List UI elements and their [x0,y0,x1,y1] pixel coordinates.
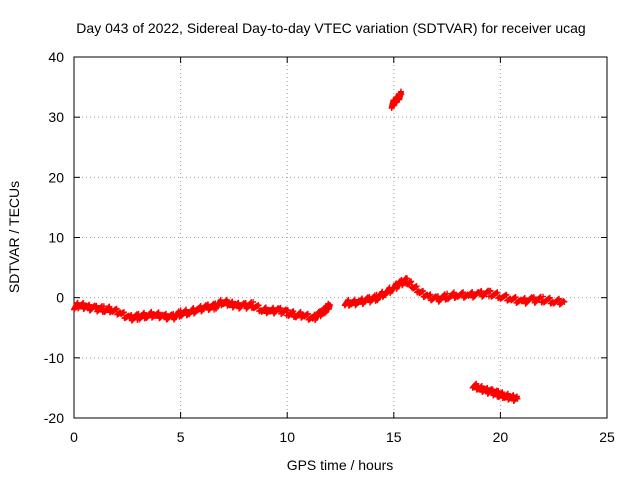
data-point [473,380,480,387]
grid-lines [74,57,607,418]
data-point [521,295,528,302]
y-tick-label: 10 [48,230,64,246]
data-point [441,292,448,299]
data-point [345,296,352,303]
data-point [503,291,510,298]
data-point [155,309,162,316]
data-point [512,294,519,301]
data-point [100,303,107,310]
data-point [262,304,269,311]
data-point [284,306,291,313]
data-point [444,290,451,297]
data-point [494,289,501,296]
data-point [351,296,358,303]
plot-frame [73,56,608,419]
data-point [217,296,224,303]
data-point [460,289,467,296]
data-point [420,287,427,294]
data-point [290,308,297,315]
data-point [489,386,496,393]
series-segment-1 [71,296,333,324]
data-point [277,304,284,311]
data-point [113,305,120,312]
data-point [398,91,405,98]
data-point [561,298,568,305]
data-marks [71,88,568,404]
data-point [304,310,311,317]
data-point [450,289,457,296]
chart-title: Day 043 of 2022, Sidereal Day-to-day VTE… [76,20,585,36]
x-tick-label: 25 [599,429,615,445]
data-point [540,293,547,300]
data-point [536,294,543,301]
x-tick-label: 15 [386,429,402,445]
series-segment-4 [469,380,521,404]
data-point [120,309,127,316]
x-tick-label: 5 [177,429,185,445]
series-segment-3 [388,88,405,112]
data-point [495,388,502,395]
x-axis-label: GPS time / hours [287,457,394,473]
data-point [326,301,333,308]
data-point [521,295,528,302]
data-point [404,275,411,282]
y-tick-label: 40 [48,49,64,65]
y-tick-label: 0 [56,290,64,306]
data-point [477,288,484,295]
data-point [408,278,415,285]
data-point [434,294,441,301]
data-point [556,295,563,302]
x-tick-label: 20 [493,429,509,445]
data-point [141,309,148,316]
data-point [148,308,155,315]
data-point [427,291,434,298]
data-point [478,383,485,390]
data-point [434,293,441,300]
data-point [93,302,100,309]
data-point [250,298,257,305]
data-point [229,298,236,305]
y-tick-label: 30 [48,109,64,125]
data-point [560,298,567,305]
data-point [162,310,169,317]
data-point [484,384,491,391]
data-point [183,306,190,313]
data-point [514,395,521,402]
data-point [450,290,457,297]
data-point [468,289,475,296]
y-tick-label: -20 [44,410,64,426]
data-point [235,299,242,306]
data-point [255,302,262,309]
data-point [86,301,93,308]
data-point [223,296,230,303]
data-point [546,294,553,301]
y-tick-label: 20 [48,169,64,185]
data-point [469,288,476,295]
data-point [297,308,304,315]
y-tick-label: -10 [44,350,64,366]
data-point [478,288,485,295]
x-tick-label: 10 [279,429,295,445]
y-axis-label: SDTVAR / TECUs [6,181,22,293]
data-point [80,300,87,307]
data-point [413,283,420,290]
series-segment-2 [341,275,568,309]
data-point [530,294,537,301]
data-point [499,389,506,396]
data-point [530,294,537,301]
data-point [487,287,494,294]
data-point [504,390,511,397]
axis-ticks: 0 5 10 15 20 25 -20 -10 0 10 20 30 40 [44,49,615,445]
data-point [106,303,113,310]
x-tick-label: 0 [70,429,78,445]
